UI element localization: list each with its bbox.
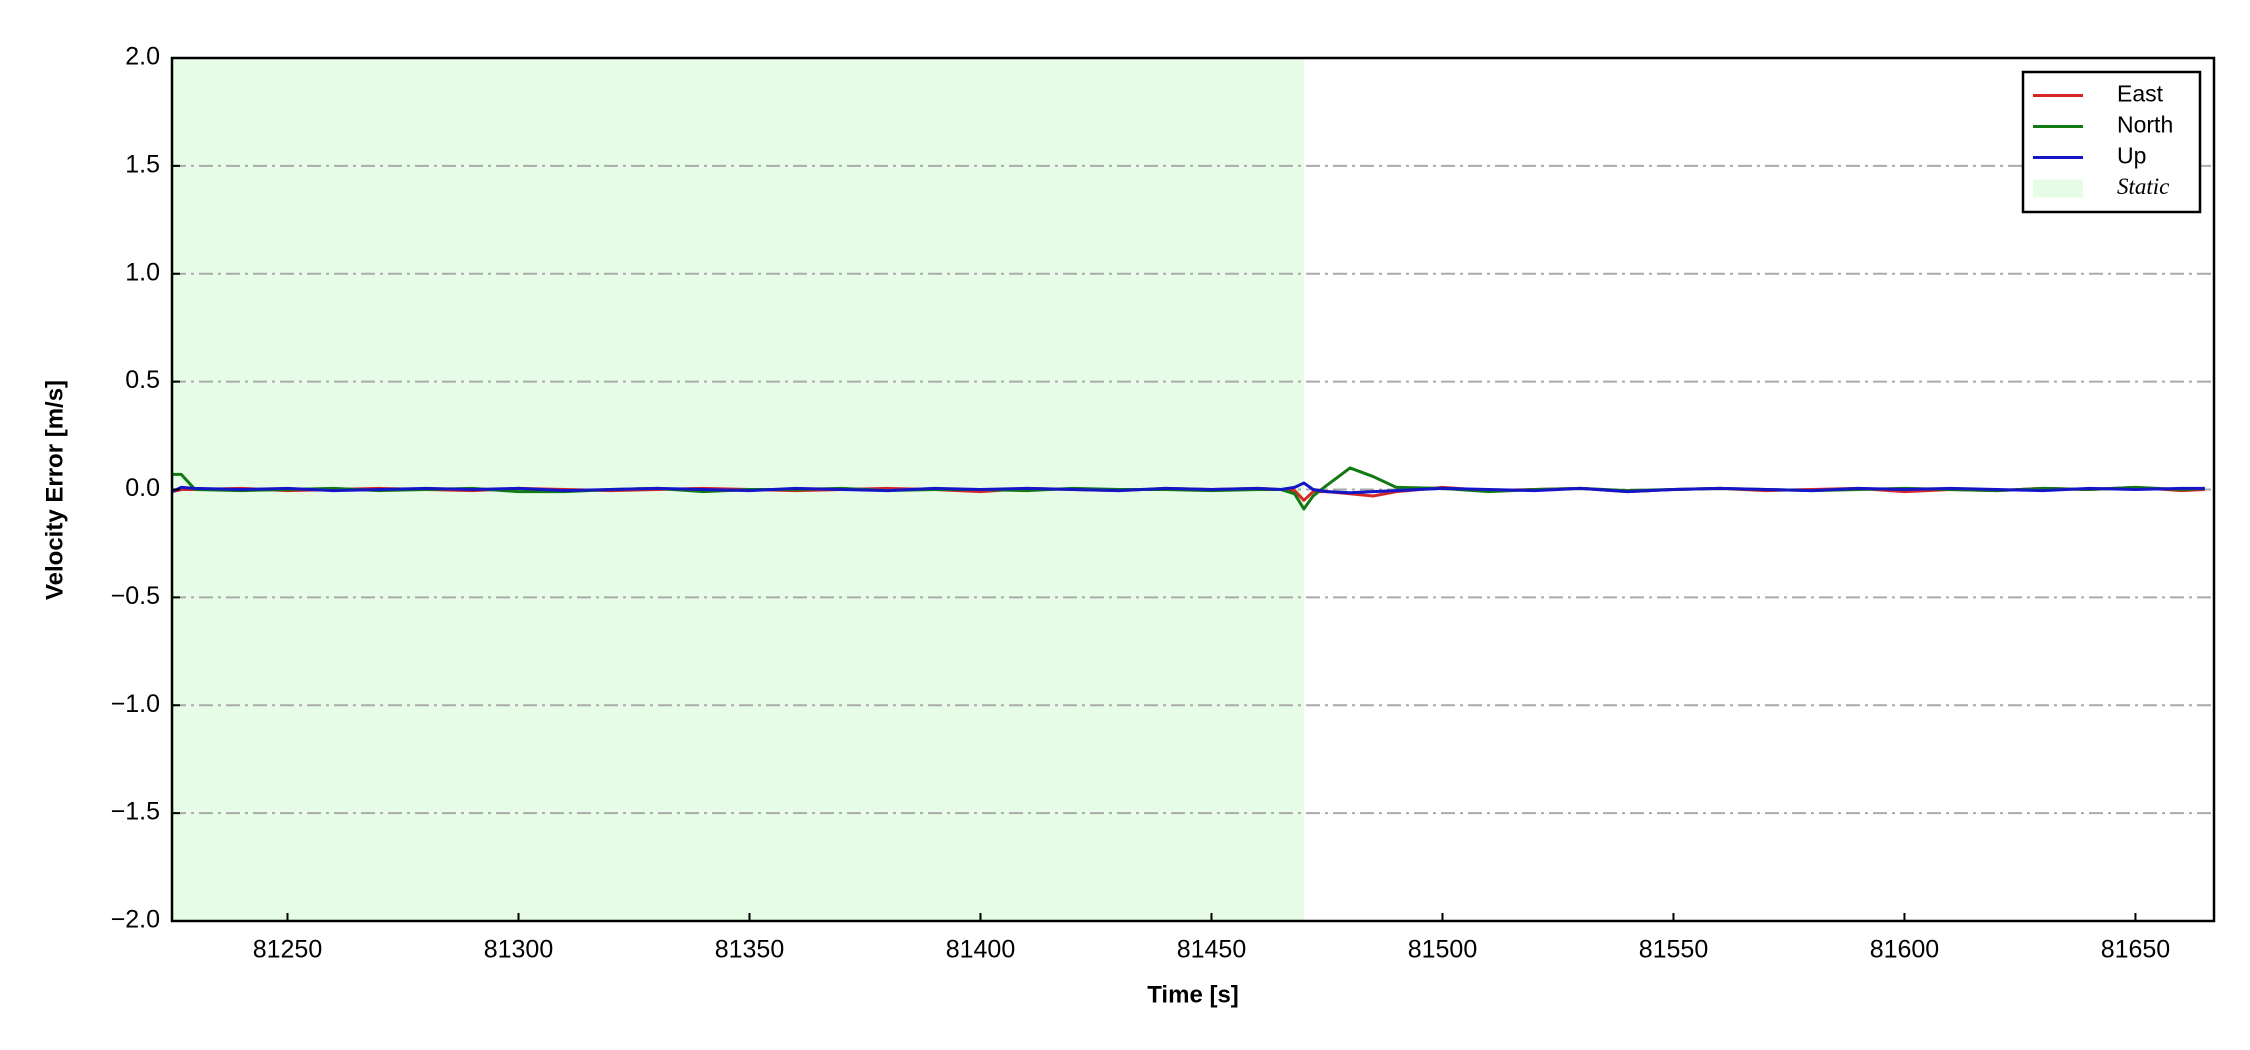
plot-frame bbox=[170, 56, 2216, 923]
y-tick-label: −1.5 bbox=[111, 798, 160, 826]
plot-area bbox=[172, 58, 2214, 921]
x-tick-label: 81650 bbox=[2101, 936, 2171, 964]
legend-label: North bbox=[2117, 112, 2173, 138]
x-tick-label: 81600 bbox=[1870, 936, 1940, 964]
y-tick-label: 0.5 bbox=[125, 366, 160, 394]
y-tick-label: −2.0 bbox=[111, 906, 160, 934]
y-tick-label: 2.0 bbox=[125, 43, 160, 71]
legend-label: East bbox=[2117, 81, 2164, 107]
y-tick-label: 0.0 bbox=[125, 474, 160, 502]
x-tick-label: 81350 bbox=[715, 936, 785, 964]
x-tick-label: 81500 bbox=[1408, 936, 1478, 964]
x-tick-label: 81550 bbox=[1639, 936, 1709, 964]
series-line bbox=[172, 481, 2205, 495]
x-tick-label: 81450 bbox=[1177, 936, 1247, 964]
legend-label: Up bbox=[2117, 143, 2146, 169]
x-tick-label: 81400 bbox=[946, 936, 1016, 964]
legend-swatch bbox=[2033, 179, 2083, 198]
legend-label: Static bbox=[2117, 174, 2169, 199]
x-tick-label: 81300 bbox=[484, 936, 554, 964]
x-axis-label: Time [s] bbox=[1147, 981, 1239, 1008]
x-tick-label: 81250 bbox=[253, 936, 323, 964]
y-tick-label: 1.0 bbox=[125, 258, 160, 286]
y-tick-label: 1.5 bbox=[125, 150, 160, 178]
y-axis-label: Velocity Error [m/s] bbox=[41, 380, 68, 600]
y-tick-label: −1.0 bbox=[111, 690, 160, 718]
y-tick-label: −0.5 bbox=[111, 582, 160, 610]
